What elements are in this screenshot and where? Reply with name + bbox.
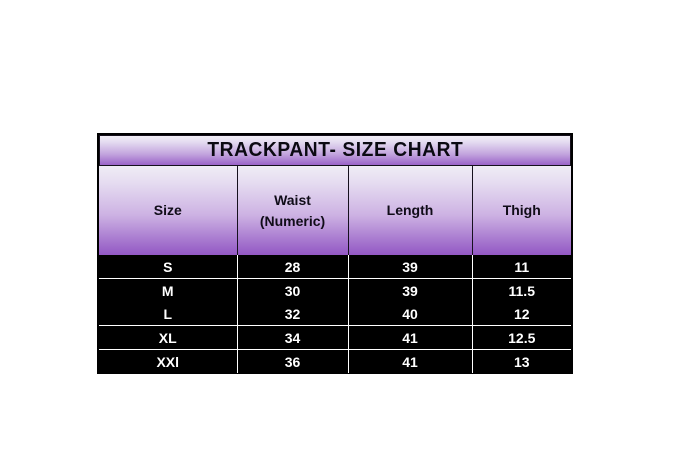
cell-length: 40 xyxy=(347,302,473,326)
column-header-waist-sublabel: (Numeric) xyxy=(259,212,326,229)
column-header-waist: Waist (Numeric) xyxy=(236,166,349,255)
column-header-length: Length xyxy=(347,166,473,255)
table-row: S 28 39 11 xyxy=(99,255,571,279)
column-header-size-label: Size xyxy=(153,202,182,219)
cell-size: XXl xyxy=(99,349,238,373)
cell-thigh: 11.5 xyxy=(471,278,571,302)
cell-size: L xyxy=(99,302,238,326)
cell-waist: 32 xyxy=(236,302,349,326)
table-row: M 30 39 11.5 xyxy=(99,278,571,302)
table-body: S 28 39 11 M 30 39 11.5 L 32 40 12 XL 34… xyxy=(99,255,571,373)
cell-thigh: 12 xyxy=(471,302,571,326)
chart-title-band: TRACKPANT- SIZE CHART xyxy=(99,135,571,166)
cell-size: XL xyxy=(99,325,238,350)
column-header-waist-label: Waist xyxy=(274,192,311,209)
column-header-thigh: Thigh xyxy=(471,166,571,255)
table-row: XXl 36 41 13 xyxy=(99,349,571,373)
table-row: L 32 40 12 xyxy=(99,302,571,326)
cell-thigh: 11 xyxy=(471,255,571,279)
cell-length: 41 xyxy=(347,325,473,350)
cell-waist: 30 xyxy=(236,278,349,302)
column-header-thigh-label: Thigh xyxy=(502,202,541,219)
cell-waist: 34 xyxy=(236,325,349,350)
table-row: XL 34 41 12.5 xyxy=(99,325,571,350)
cell-waist: 28 xyxy=(236,255,349,279)
size-chart-table: Size Waist (Numeric) Length Thigh S 28 3… xyxy=(99,166,571,373)
column-header-size: Size xyxy=(99,166,238,255)
cell-length: 39 xyxy=(347,278,473,302)
chart-title: TRACKPANT- SIZE CHART xyxy=(206,139,463,161)
cell-waist: 36 xyxy=(236,349,349,373)
cell-length: 39 xyxy=(347,255,473,279)
column-header-length-label: Length xyxy=(386,202,434,219)
table-header-row: Size Waist (Numeric) Length Thigh xyxy=(99,166,571,255)
cell-length: 41 xyxy=(347,349,473,373)
cell-thigh: 12.5 xyxy=(471,325,571,350)
cell-size: M xyxy=(99,278,238,302)
size-chart-figure: TRACKPANT- SIZE CHART Size Waist (Numeri… xyxy=(97,133,573,374)
table-header: Size Waist (Numeric) Length Thigh xyxy=(99,166,571,255)
cell-size: S xyxy=(99,255,238,279)
cell-thigh: 13 xyxy=(471,349,571,373)
